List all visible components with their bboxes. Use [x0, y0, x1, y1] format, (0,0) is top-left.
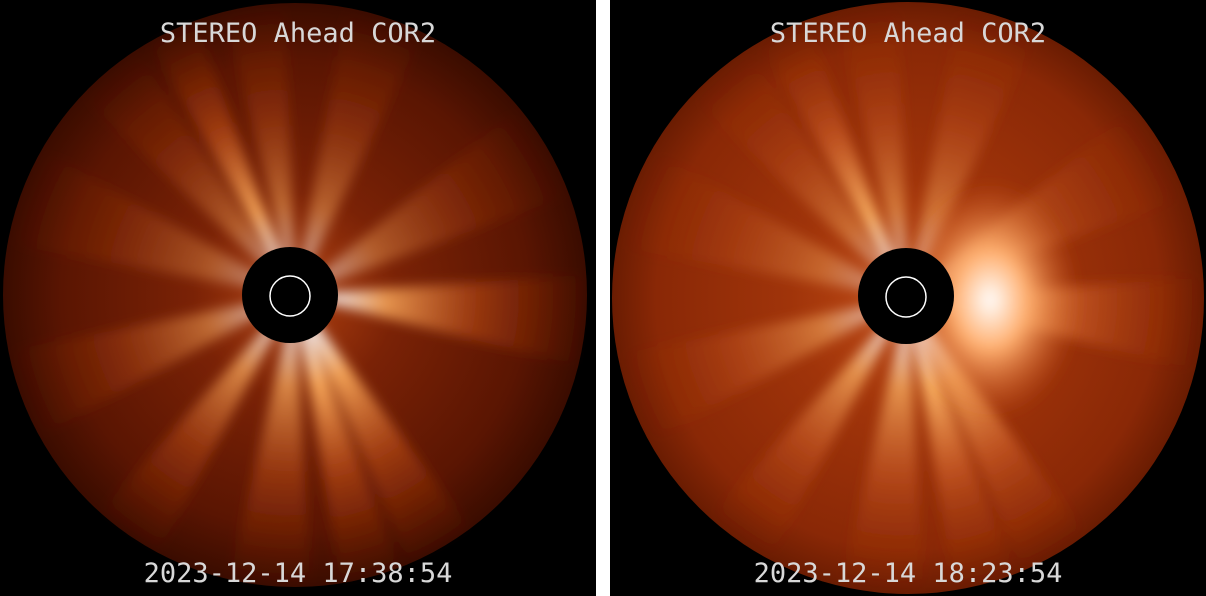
streamer — [82, 51, 295, 295]
sun-outline — [885, 276, 927, 318]
timestamp: 2023-12-14 17:38:54 — [144, 558, 453, 589]
streamer — [150, 22, 295, 295]
streamer — [229, 295, 311, 585]
panel-title: STEREO Ahead COR2 — [770, 18, 1046, 49]
streamer — [622, 153, 908, 298]
sun-outline — [269, 275, 311, 317]
panel-title: STEREO Ahead COR2 — [160, 18, 436, 49]
streamer — [695, 54, 908, 298]
streamer — [10, 295, 295, 436]
coronagraph-panel: STEREO Ahead COR2 2023-12-14 17:38:54 — [0, 0, 596, 596]
streamer — [100, 295, 295, 552]
occulter — [858, 248, 954, 344]
coronagraph-panel: STEREO Ahead COR2 2023-12-14 18:23:54 — [610, 0, 1206, 596]
streamer — [295, 108, 568, 295]
streamers — [622, 8, 1198, 588]
streamers — [9, 5, 585, 585]
streamer — [295, 9, 423, 295]
streamer — [224, 5, 295, 295]
cme-front — [900, 180, 1080, 420]
timestamp: 2023-12-14 18:23:54 — [754, 558, 1063, 589]
occulter — [242, 247, 338, 343]
streamer — [295, 295, 470, 562]
streamer — [713, 298, 908, 555]
streamer — [9, 150, 295, 295]
streamer — [763, 25, 908, 298]
streamer — [295, 295, 399, 582]
streamer — [842, 298, 924, 588]
streamer — [837, 8, 908, 298]
streamer — [295, 274, 585, 366]
streamer — [623, 298, 908, 439]
